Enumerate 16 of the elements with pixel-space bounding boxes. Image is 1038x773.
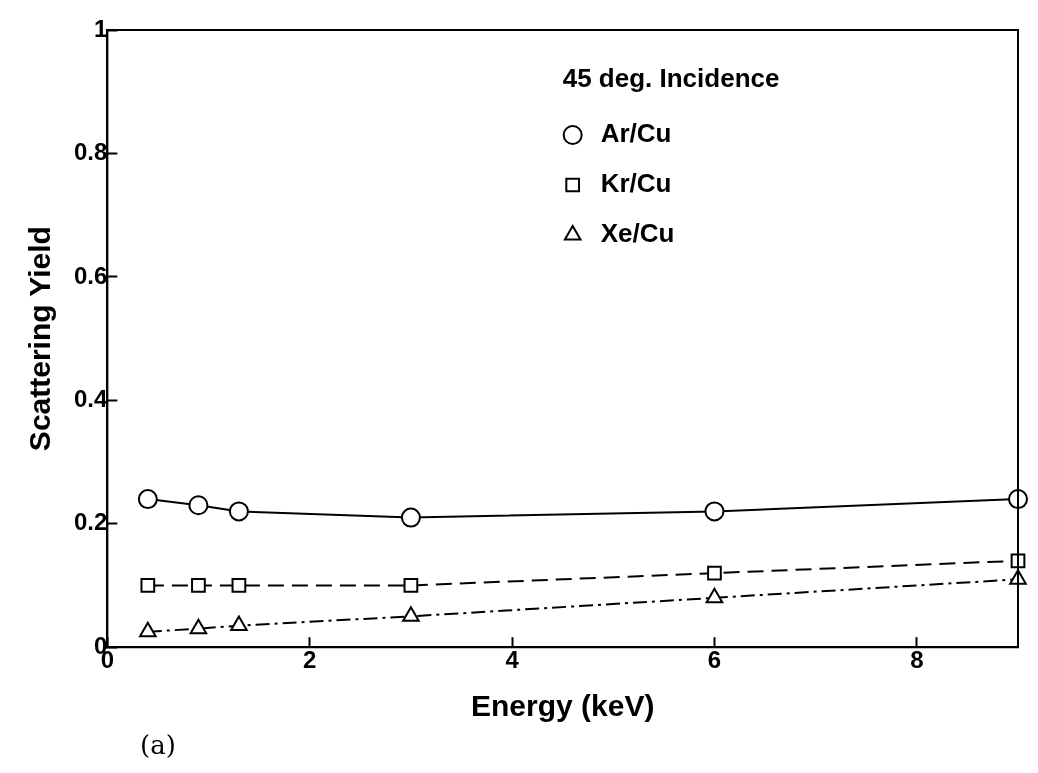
y-axis-title: Scattering Yield xyxy=(23,226,57,452)
y-tick-label: 1 xyxy=(94,14,108,42)
x-tick-label: 8 xyxy=(910,646,924,674)
y-tick-label: 0.2 xyxy=(73,508,108,536)
legend-label: Kr/Cu xyxy=(600,168,672,199)
y-tick-label: 0.8 xyxy=(73,138,108,166)
text: (a) xyxy=(140,730,176,760)
y-tick-label: 0.4 xyxy=(73,384,108,412)
legend-label: Xe/Cu xyxy=(600,218,675,249)
legend-label: Ar/Cu xyxy=(600,118,672,149)
x-axis-title: Energy (keV) xyxy=(470,689,655,723)
y-tick-label: 0.6 xyxy=(73,261,108,289)
x-tick-label: 4 xyxy=(505,646,520,674)
x-tick-label: 2 xyxy=(303,646,317,674)
x-tick-label: 6 xyxy=(707,646,722,674)
legend-title: 45 deg. Incidence xyxy=(562,63,780,94)
